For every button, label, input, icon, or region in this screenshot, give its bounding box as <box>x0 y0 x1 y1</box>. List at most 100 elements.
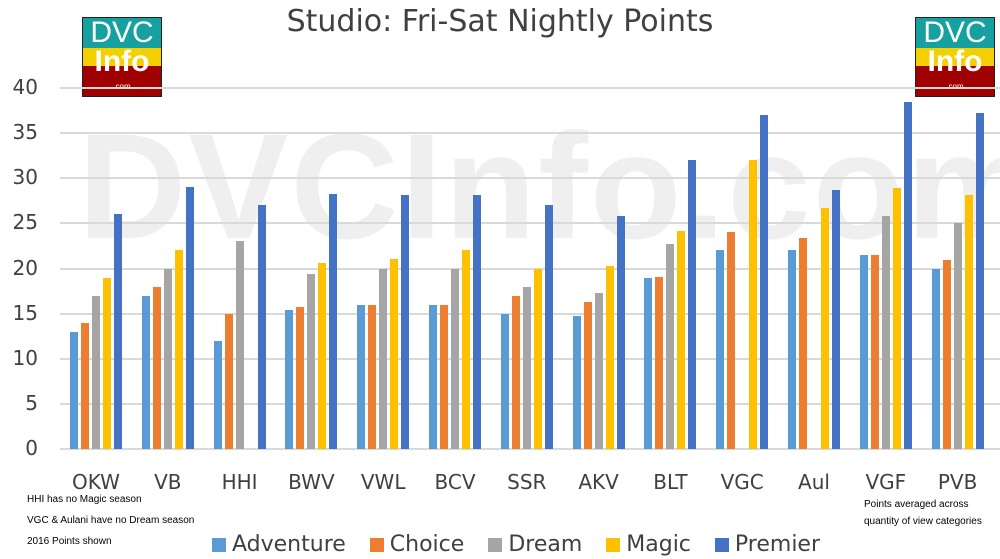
y-tick-label: 5 <box>25 390 38 415</box>
y-tick-label: 30 <box>12 165 38 190</box>
bar-premier <box>401 195 410 449</box>
bar-magic <box>103 277 111 449</box>
y-tick-label: 15 <box>12 300 38 325</box>
bar-premier <box>473 195 481 449</box>
logo-text-com: .com <box>916 82 994 91</box>
x-tick-label: HHI <box>221 470 258 494</box>
note-vgc-aulani: VGC & Aulani have no Dream season <box>27 515 195 526</box>
bar-dream <box>522 286 531 449</box>
logo-text-info: Info <box>927 45 983 78</box>
y-tick-label: 40 <box>12 75 38 99</box>
bar-adventure <box>859 254 868 449</box>
bar-choice <box>440 304 448 449</box>
note-averaged-1: Points averaged across <box>864 499 969 510</box>
bar-adventure <box>213 340 222 449</box>
bar-premier <box>544 205 553 449</box>
bar-premier <box>760 115 769 449</box>
bar-dream <box>666 244 675 449</box>
bar-choice <box>655 276 664 449</box>
bar-dream <box>307 273 316 449</box>
bar-adventure <box>644 278 653 449</box>
bar-premier <box>903 101 912 449</box>
bar-choice <box>727 232 736 449</box>
note-hhi: HHI has no Magic season <box>27 494 142 505</box>
bar-dream <box>451 268 459 449</box>
bar-adventure <box>788 250 796 449</box>
logo-text-com: .com <box>83 82 161 91</box>
legend-swatch-icon <box>488 537 503 552</box>
bar-dream <box>163 268 172 449</box>
bar-magic <box>892 188 901 449</box>
legend-swatch-icon <box>606 537 621 552</box>
bar-magic <box>964 195 973 449</box>
gridline <box>60 177 1000 180</box>
legend-item-premier: Premier <box>714 532 821 557</box>
x-tick-label: VGF <box>865 470 907 494</box>
bar-adventure <box>500 313 509 449</box>
bar-choice <box>870 254 879 449</box>
x-tick-label: BLT <box>653 470 688 494</box>
legend-label: Adventure <box>232 532 346 557</box>
bar-magic <box>749 160 758 449</box>
legend-swatch-icon <box>212 537 226 552</box>
legend-item-choice: Choice <box>369 532 465 557</box>
watermark: DVCInfo.com <box>78 102 1000 270</box>
x-tick-label: OKW <box>72 470 120 494</box>
bar-dream <box>953 223 962 449</box>
bar-magic <box>462 250 470 449</box>
x-tick-label: VWL <box>360 470 406 494</box>
y-tick-label: 35 <box>12 120 38 145</box>
legend-swatch-icon <box>714 537 729 552</box>
bar-premier <box>832 189 840 449</box>
legend-label: Choice <box>389 532 465 557</box>
bar-choice <box>81 322 89 449</box>
legend-label: Premier <box>734 532 821 557</box>
chart-title: Studio: Fri-Sat Nightly Points <box>286 4 714 39</box>
bar-dream <box>379 268 388 449</box>
bar-premier <box>185 187 194 449</box>
bar-adventure <box>429 304 437 449</box>
bar-choice <box>942 260 951 449</box>
legend-item-magic: Magic <box>606 532 691 557</box>
y-tick-label: 20 <box>12 255 38 280</box>
x-tick-label: AKV <box>578 470 619 494</box>
legend-item-dream: Dream <box>488 532 582 557</box>
legend: Adventure Choice Dream Magic Premier <box>212 532 820 557</box>
bar-choice <box>583 301 592 449</box>
logo-text-dvc: DVC <box>90 17 154 49</box>
gridline <box>60 267 1000 270</box>
bar-adventure <box>931 268 940 449</box>
bar-choice <box>368 304 377 449</box>
bar-magic <box>174 250 183 449</box>
bar-premier <box>329 194 338 449</box>
gridline <box>60 132 1000 135</box>
bar-choice <box>224 313 233 449</box>
bar-choice <box>799 237 807 449</box>
bar-dream <box>92 295 100 449</box>
logo-text-info: Info <box>94 45 150 78</box>
x-tick-label: PVB <box>937 470 978 494</box>
gridline <box>60 448 1000 450</box>
bar-premier <box>114 214 122 449</box>
bar-premier <box>688 160 697 449</box>
bar-magic <box>533 268 542 449</box>
x-tick-label: BCV <box>434 470 476 494</box>
x-tick-label: VGC <box>720 470 764 494</box>
bar-magic <box>677 231 686 449</box>
bar-adventure <box>285 310 294 449</box>
bar-adventure <box>70 331 78 449</box>
y-tick-label: 0 <box>25 436 38 460</box>
bar-dream <box>881 216 890 449</box>
logo-right: DVC Info .com <box>915 17 995 97</box>
legend-swatch-icon <box>369 537 384 552</box>
x-tick-label: SSR <box>507 470 547 494</box>
y-tick-label: 10 <box>12 345 38 370</box>
gridline <box>60 87 1000 89</box>
legend-label: Dream <box>508 532 583 557</box>
bar-adventure <box>716 250 725 449</box>
note-averaged-2: quantity of view categories <box>864 516 982 527</box>
bar-choice <box>296 307 305 449</box>
bar-magic <box>318 263 327 449</box>
legend-label: Magic <box>626 532 691 557</box>
logo-left: DVC Info .com <box>82 17 162 97</box>
